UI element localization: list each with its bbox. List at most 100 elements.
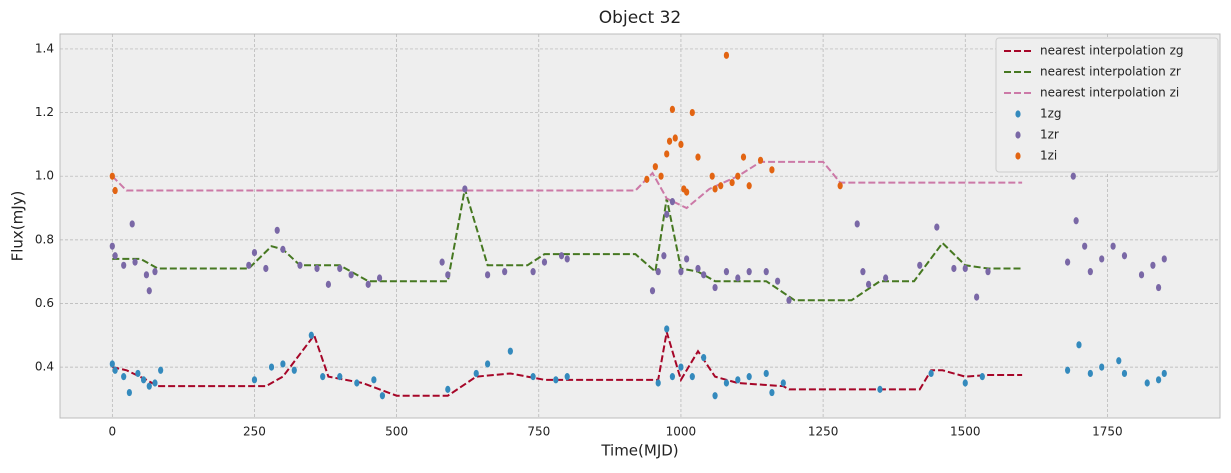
x-tick-label: 750 xyxy=(527,425,550,439)
data-point xyxy=(1150,261,1156,269)
data-point xyxy=(649,287,656,295)
data-point xyxy=(780,379,786,387)
data-point xyxy=(678,268,684,276)
data-point xyxy=(763,369,769,378)
data-point xyxy=(112,252,118,260)
data-point xyxy=(684,188,690,196)
data-point xyxy=(541,258,548,266)
data-point xyxy=(695,264,701,273)
data-point xyxy=(962,264,968,273)
data-point xyxy=(985,268,991,276)
x-tick-label: 1250 xyxy=(808,425,839,439)
data-point xyxy=(530,373,536,381)
data-point xyxy=(530,268,536,276)
data-point xyxy=(1116,357,1122,365)
data-point xyxy=(152,379,158,387)
data-point xyxy=(485,360,491,368)
interpolation-line xyxy=(111,160,1023,210)
data-point xyxy=(769,166,775,174)
legend-label: 1zg xyxy=(1040,107,1062,121)
data-point xyxy=(126,388,132,397)
data-point xyxy=(664,325,670,333)
legend-label: nearest interpolation zi xyxy=(1040,86,1179,100)
data-point xyxy=(757,156,764,164)
data-point xyxy=(337,264,343,273)
data-point xyxy=(854,220,860,228)
y-tick-label: 0.6 xyxy=(35,296,54,310)
data-point xyxy=(658,172,664,180)
data-point xyxy=(146,382,152,390)
data-point xyxy=(263,264,269,273)
data-point xyxy=(701,353,707,362)
data-point xyxy=(678,363,684,371)
data-point xyxy=(132,258,138,266)
data-point xyxy=(669,105,676,114)
data-point xyxy=(445,271,451,279)
data-point xyxy=(439,258,445,266)
data-point xyxy=(769,388,775,397)
data-point xyxy=(689,108,695,117)
data-point xyxy=(712,392,718,400)
data-point xyxy=(962,379,968,387)
x-tick-label: 250 xyxy=(243,425,266,439)
data-point xyxy=(775,277,781,285)
data-point xyxy=(268,363,275,371)
legend-label: nearest interpolation zg xyxy=(1040,44,1184,58)
data-point xyxy=(140,376,147,384)
data-point xyxy=(974,293,980,301)
data-point xyxy=(291,366,297,374)
data-point xyxy=(735,376,741,384)
data-point xyxy=(695,153,701,161)
data-point xyxy=(661,252,667,260)
data-point xyxy=(1070,172,1076,180)
data-point xyxy=(934,223,940,231)
data-point xyxy=(1087,268,1093,276)
data-point xyxy=(655,379,661,387)
data-point xyxy=(1099,255,1105,263)
data-point xyxy=(376,274,383,282)
data-point xyxy=(112,186,118,195)
data-point xyxy=(1073,217,1079,225)
x-tick-label: 1000 xyxy=(666,425,697,439)
data-point xyxy=(917,261,923,269)
data-point xyxy=(1110,242,1116,250)
interpolation-line xyxy=(112,331,1023,397)
data-point xyxy=(729,178,735,187)
y-axis-label: Flux(mJy) xyxy=(9,191,27,262)
x-tick-label: 1500 xyxy=(950,425,981,439)
data-point xyxy=(564,255,570,263)
y-tick-label: 1.4 xyxy=(35,41,54,55)
data-point xyxy=(666,137,673,145)
data-point xyxy=(746,373,752,381)
legend-swatch xyxy=(1015,131,1021,139)
y-tick-label: 0.8 xyxy=(35,232,54,246)
data-point xyxy=(1155,283,1162,292)
data-point xyxy=(251,376,258,384)
data-point xyxy=(121,261,127,269)
data-point xyxy=(297,261,303,269)
data-point xyxy=(354,379,360,387)
data-point xyxy=(473,369,479,378)
data-point xyxy=(655,268,661,276)
data-point xyxy=(152,268,158,276)
x-tick-label: 1750 xyxy=(1092,425,1123,439)
data-point xyxy=(308,331,314,339)
y-tick-label: 0.4 xyxy=(35,360,54,374)
data-point xyxy=(146,287,152,295)
data-point xyxy=(1087,369,1093,378)
data-point xyxy=(314,264,320,273)
data-point xyxy=(684,255,690,263)
data-point xyxy=(1121,252,1128,260)
data-point xyxy=(740,153,747,161)
legend-label: 1zi xyxy=(1040,149,1057,163)
data-point xyxy=(928,369,934,378)
legend-swatch xyxy=(1015,110,1021,118)
data-point xyxy=(746,268,752,276)
data-point xyxy=(1099,363,1105,371)
data-point xyxy=(718,182,724,190)
data-point xyxy=(1082,242,1088,250)
data-point xyxy=(664,210,670,218)
data-point xyxy=(246,261,252,269)
data-point xyxy=(723,379,730,387)
